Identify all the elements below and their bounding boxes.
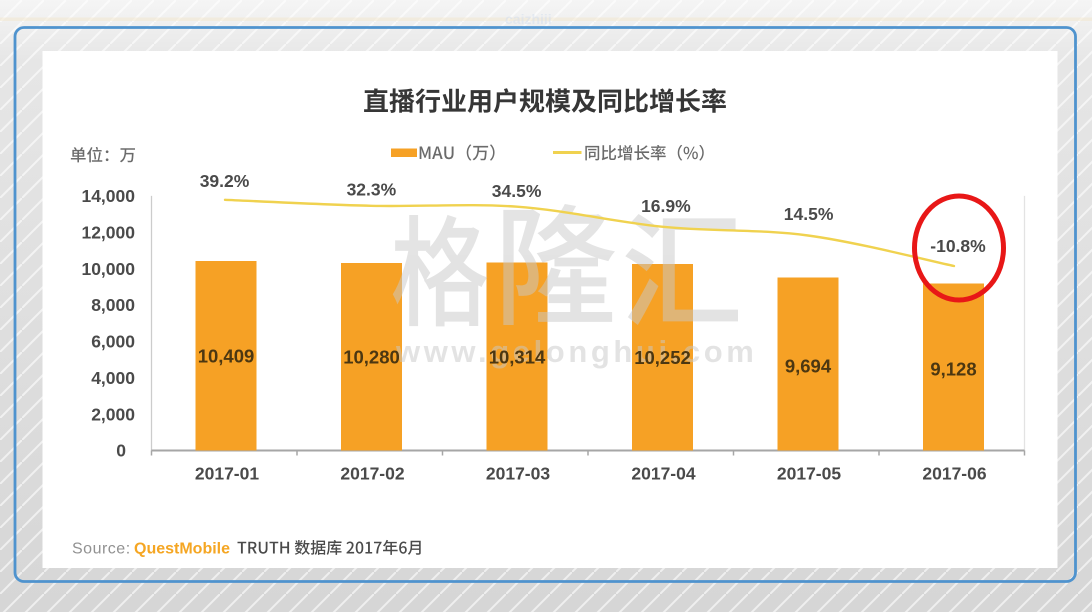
svg-text:16.9%: 16.9%: [641, 196, 691, 216]
svg-text:4,000: 4,000: [91, 368, 135, 388]
svg-text:2017-06: 2017-06: [922, 464, 986, 484]
svg-text:-10.8%: -10.8%: [930, 236, 986, 256]
svg-text:6,000: 6,000: [91, 332, 135, 352]
svg-text:8,000: 8,000: [91, 295, 135, 315]
svg-text:0: 0: [116, 441, 126, 461]
svg-text:QuestMobile: QuestMobile: [134, 541, 230, 558]
svg-text:2017-02: 2017-02: [340, 464, 404, 484]
svg-text:32.3%: 32.3%: [347, 180, 397, 200]
svg-text:10,280: 10,280: [343, 347, 400, 368]
svg-text:caizhiii: caizhiii: [505, 11, 552, 27]
svg-text:14.5%: 14.5%: [784, 204, 834, 224]
svg-text:10,314: 10,314: [489, 347, 546, 368]
svg-text:10,252: 10,252: [634, 347, 691, 368]
svg-text:9,128: 9,128: [930, 359, 976, 380]
svg-text:34.5%: 34.5%: [492, 181, 542, 201]
svg-text:2017-04: 2017-04: [631, 464, 695, 484]
svg-text:10,000: 10,000: [81, 259, 135, 279]
svg-text:10,409: 10,409: [198, 346, 255, 367]
svg-text:www.gelonghui.com: www.gelonghui.com: [395, 334, 757, 369]
svg-text:2017-03: 2017-03: [486, 464, 550, 484]
svg-text:2017-01: 2017-01: [195, 464, 259, 484]
svg-text:39.2%: 39.2%: [200, 171, 250, 191]
svg-text:Source:: Source:: [72, 541, 131, 558]
svg-text:9,694: 9,694: [785, 356, 832, 377]
svg-text:2017-05: 2017-05: [777, 464, 841, 484]
svg-text:12,000: 12,000: [81, 223, 135, 243]
svg-text:2,000: 2,000: [91, 404, 135, 424]
svg-text:14,000: 14,000: [81, 186, 135, 206]
